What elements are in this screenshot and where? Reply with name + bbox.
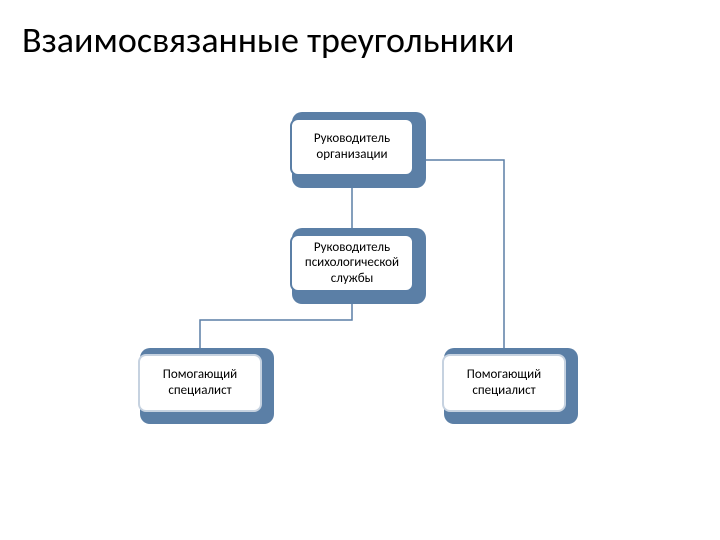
- node-left-label: Помогающий специалист: [146, 367, 254, 398]
- edge-top-right: [414, 160, 504, 350]
- node-top-label: Руководитель организации: [298, 131, 406, 162]
- node-mid-label: Руководитель психологической службы: [298, 240, 406, 287]
- node-right-front: Помогающий специалист: [442, 354, 566, 412]
- node-top-front: Руководитель организации: [290, 118, 414, 176]
- org-diagram: Руководитель организации Руководитель пс…: [0, 100, 720, 520]
- node-left-front: Помогающий специалист: [138, 354, 262, 412]
- node-mid-front: Руководитель психологической службы: [290, 234, 414, 292]
- page-title: Взаимосвязанные треугольники: [22, 18, 514, 62]
- node-right-label: Помогающий специалист: [450, 367, 558, 398]
- edge-mid-left: [200, 302, 352, 350]
